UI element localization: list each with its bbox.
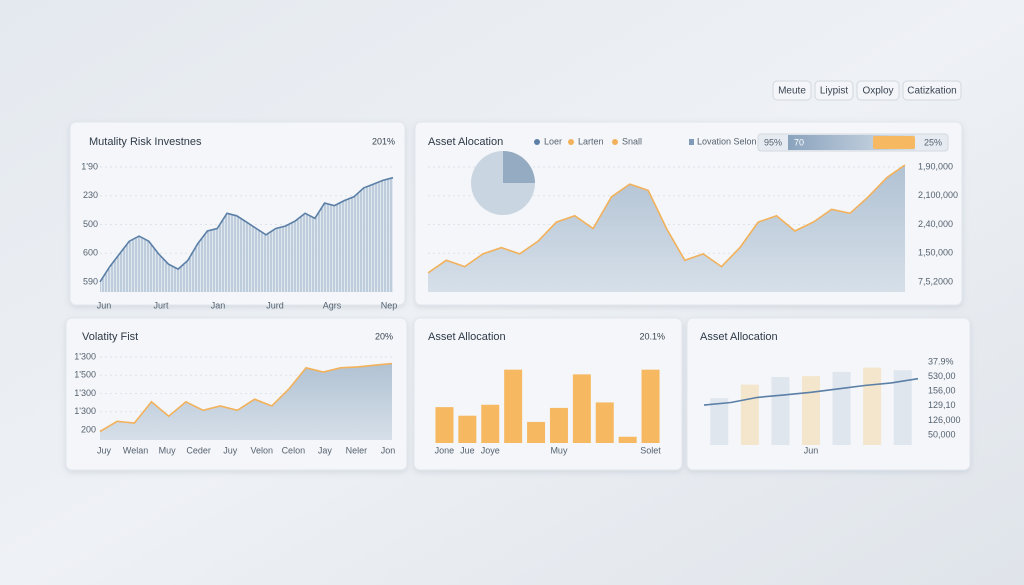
x-tick-label: Agrs: [323, 300, 342, 310]
selector-icon: [689, 139, 694, 145]
x-tick-label: Jun: [97, 300, 112, 310]
line: [703, 377, 919, 406]
y-tick-label: 50,000: [928, 429, 956, 439]
legend-dot: [534, 139, 540, 145]
bar: [863, 367, 882, 445]
bar: [572, 374, 591, 443]
y-tick-label: 126,000: [928, 415, 961, 425]
x-tick-label: Joye: [481, 445, 500, 455]
bar: [549, 407, 568, 443]
y-tick-label: 37.9%: [928, 356, 954, 366]
bar: [710, 398, 729, 445]
y-tick-label: 590: [83, 276, 98, 286]
x-tick-label: Velon: [251, 445, 274, 455]
toolbar-label: Meute: [778, 86, 806, 97]
x-tick-label: Muy: [159, 445, 177, 455]
selector-label: Lovation Selon: [697, 136, 757, 146]
bar: [740, 384, 759, 445]
legend-dot: [612, 139, 618, 145]
x-tick-label: Jue: [460, 445, 475, 455]
selector-middle: 70: [794, 137, 804, 147]
x-tick-label: Welan: [123, 445, 148, 455]
bar: [458, 415, 477, 443]
line: [99, 362, 393, 433]
panel: [413, 317, 683, 471]
legend-label: Loer: [544, 136, 562, 146]
bar: [595, 402, 614, 443]
area: [100, 363, 392, 440]
x-tick-label: Jay: [318, 445, 333, 455]
y-tick-label: 600: [83, 248, 98, 258]
x-tick-label: Jan: [211, 300, 226, 310]
x-tick-label: Jurt: [153, 300, 169, 310]
area: [100, 177, 393, 292]
x-tick-label: Juy: [97, 445, 112, 455]
y-tick-label: 500: [83, 219, 98, 229]
y-tick-label: 200: [81, 424, 96, 434]
y-tick-label: 2,40,000: [918, 219, 953, 229]
y-tick-label: 1'300: [74, 351, 96, 361]
panel-title: Asset Allocation: [428, 331, 506, 343]
x-tick-label: Jun: [804, 445, 819, 455]
panel-title: Asset Alocation: [428, 136, 503, 148]
y-tick-label: 230: [83, 190, 98, 200]
x-tick-label: Muy: [550, 445, 568, 455]
bar: [832, 371, 851, 445]
bar: [802, 376, 820, 445]
panel-title: Mutality Risk Investnes: [89, 136, 202, 148]
bar: [527, 421, 546, 443]
x-tick-label: Juy: [223, 445, 238, 455]
bar: [893, 370, 912, 445]
toolbar-button[interactable]: [856, 80, 900, 101]
legend-label: Larten: [578, 136, 604, 146]
pie-slice: [503, 151, 535, 183]
legend-dot: [568, 139, 574, 145]
panel-badge: 20%: [375, 331, 393, 341]
x-tick-label: Ceder: [186, 445, 211, 455]
toolbar-label: Liypist: [820, 86, 849, 97]
panel-title: Volatity Fist: [82, 331, 138, 343]
panel-badge: 20.1%: [639, 331, 665, 341]
x-tick-label: Jurd: [266, 300, 284, 310]
x-tick-label: Celon: [282, 445, 306, 455]
y-tick-label: 1'300: [74, 406, 96, 416]
x-tick-label: Jone: [435, 445, 455, 455]
toolbar-label: Catizkation: [907, 86, 956, 97]
y-tick-label: 2,100,000: [918, 190, 958, 200]
line: [99, 176, 394, 283]
y-tick-label: 1'90: [81, 161, 98, 171]
y-tick-label: 7,5,2000: [918, 276, 953, 286]
y-tick-label: 530,00: [928, 371, 956, 381]
y-tick-label: 129,10: [928, 400, 956, 410]
x-tick-label: Nep: [381, 300, 398, 310]
selector-left: 95%: [764, 137, 782, 147]
pie-slice: [471, 151, 535, 215]
bar: [618, 436, 637, 443]
bar: [435, 407, 454, 443]
y-tick-label: 156,00: [928, 386, 956, 396]
toolbar-button[interactable]: [814, 80, 854, 101]
selector-right: 25%: [924, 137, 942, 147]
toolbar-button[interactable]: [902, 80, 962, 101]
y-tick-label: 1'500: [74, 370, 96, 380]
bar: [641, 369, 660, 443]
line: [427, 164, 906, 274]
x-tick-label: Jon: [381, 445, 396, 455]
x-tick-label: Neler: [346, 445, 368, 455]
y-tick-label: 1,90,000: [918, 161, 953, 171]
toolbar-label: Oxploy: [862, 86, 893, 97]
bar: [504, 369, 523, 443]
panel-title: Asset Allocation: [700, 331, 778, 343]
y-tick-label: 1,50,000: [918, 248, 953, 258]
bar: [481, 404, 500, 443]
bar: [771, 377, 790, 445]
x-tick-label: Solet: [640, 445, 661, 455]
legend-label: Snall: [622, 136, 642, 146]
panel-badge: 201%: [372, 136, 395, 146]
selector-handle[interactable]: [873, 136, 915, 149]
toolbar-button[interactable]: [772, 80, 812, 101]
y-tick-label: 1'300: [74, 388, 96, 398]
